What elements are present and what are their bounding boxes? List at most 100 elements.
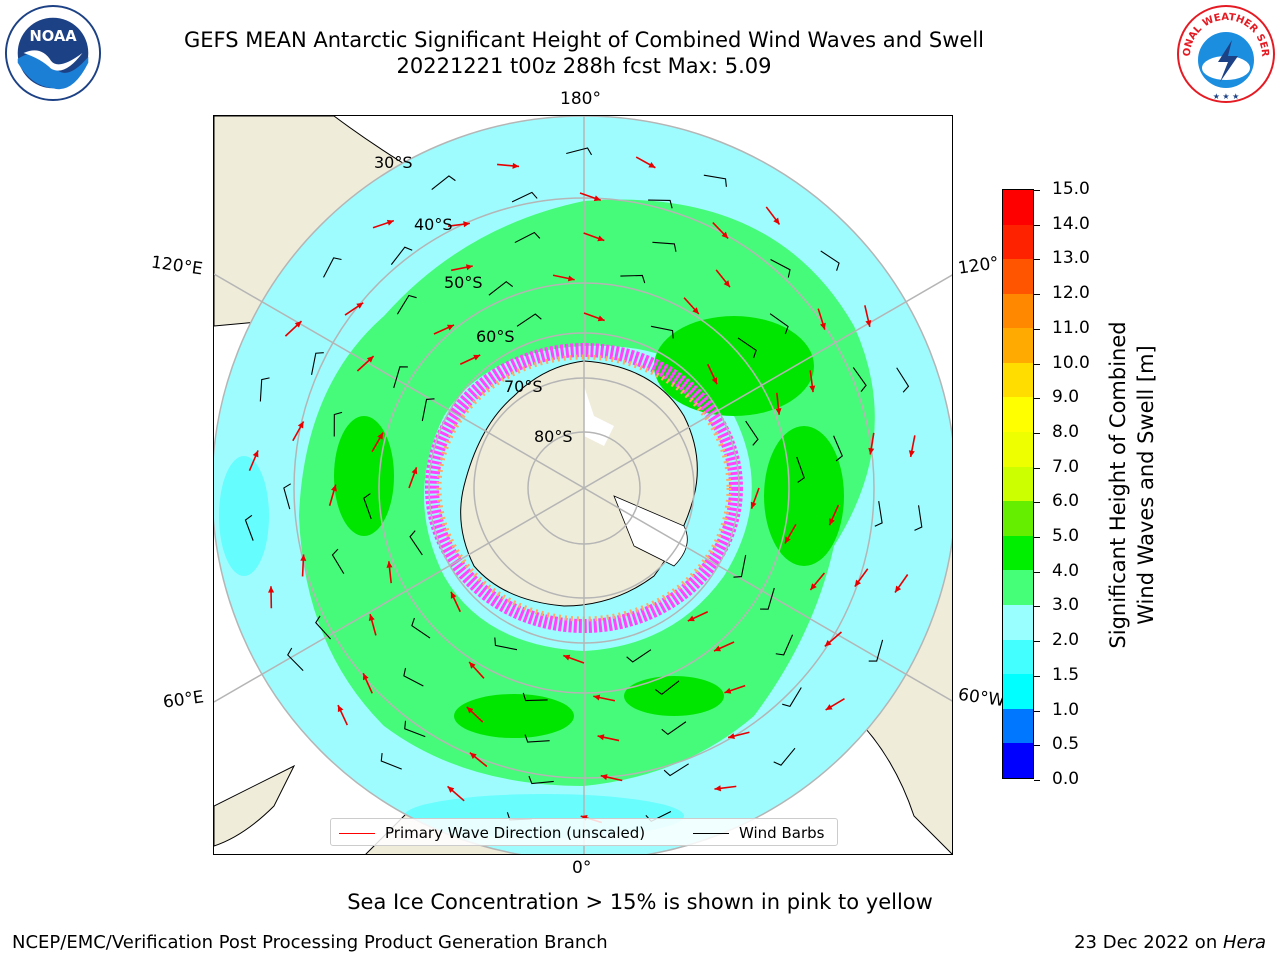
wind-barb bbox=[652, 241, 677, 252]
colorbar bbox=[1002, 189, 1034, 779]
wind-barb bbox=[393, 366, 408, 389]
wind-barb bbox=[896, 367, 910, 393]
wave-arrow-head bbox=[728, 733, 735, 740]
wave-arrow-head bbox=[775, 408, 782, 415]
colorbar-tick-mark bbox=[1034, 363, 1040, 365]
colorbar-tick-label: 12.0 bbox=[1052, 283, 1090, 304]
wave-arrow-head bbox=[865, 319, 872, 327]
colorbar-tick-label: 7.0 bbox=[1052, 456, 1080, 477]
wind-barb bbox=[516, 313, 542, 327]
colorbar-segment bbox=[1003, 432, 1033, 467]
colorbar-tick-mark bbox=[1034, 467, 1040, 469]
colorbar-tick-mark bbox=[1034, 780, 1040, 781]
wind-barb bbox=[620, 274, 646, 284]
colorbar-tick-label: 4.0 bbox=[1052, 560, 1080, 581]
wave-arrow-head bbox=[567, 275, 575, 282]
wind-barb bbox=[514, 231, 541, 244]
lon-label-lower-left: 60°E bbox=[161, 687, 206, 713]
colorbar-segment bbox=[1003, 362, 1033, 398]
wave-arrow-head bbox=[512, 162, 519, 169]
lon-label-upper-right: 120° bbox=[956, 253, 1001, 279]
wind-barb bbox=[494, 637, 518, 651]
lon-label-upper-left: 120°E bbox=[149, 252, 204, 280]
lat-label-70: 70°S bbox=[504, 377, 543, 396]
wave-arrow-head bbox=[824, 639, 832, 647]
wind-barb bbox=[760, 587, 775, 610]
colorbar-tick-mark bbox=[1034, 190, 1040, 191]
wind-barb bbox=[315, 615, 331, 640]
wave-arrow-head bbox=[447, 324, 455, 331]
colorbar-tick-mark bbox=[1034, 606, 1040, 608]
wind-barb bbox=[431, 175, 456, 191]
wind-barb bbox=[833, 435, 843, 462]
wave-arrow-head bbox=[819, 322, 826, 330]
wind-barb bbox=[411, 617, 431, 639]
wind-barb bbox=[566, 147, 593, 156]
colorbar-tick-label: 13.0 bbox=[1052, 248, 1090, 269]
wave-arrow-head bbox=[721, 231, 729, 239]
colorbar-segment bbox=[1003, 605, 1033, 640]
colorbar-tick-mark bbox=[1034, 537, 1040, 539]
colorbar-tick-label: 10.0 bbox=[1052, 352, 1090, 373]
wind-barb bbox=[287, 647, 304, 672]
wind-barb bbox=[528, 775, 554, 785]
wave-arrow-head bbox=[597, 315, 605, 322]
wind-barb bbox=[626, 649, 652, 663]
wave-arrow-head bbox=[711, 377, 718, 385]
wave-arrow-head bbox=[868, 447, 875, 455]
wind-barb bbox=[773, 747, 796, 766]
colorbar-tick-mark bbox=[1034, 328, 1040, 330]
colorbar-tick-mark bbox=[1034, 224, 1040, 226]
legend-item-wind: Wind Barbs bbox=[693, 824, 824, 842]
colorbar-tick-mark bbox=[1034, 398, 1040, 400]
colorbar-tick-label: 5.0 bbox=[1052, 526, 1080, 547]
wind-barb bbox=[868, 639, 884, 662]
lat-label-60: 60°S bbox=[476, 327, 515, 346]
wave-arrow-head bbox=[895, 585, 902, 593]
colorbar-title-line1: Significant Height of Combined bbox=[1106, 321, 1130, 649]
wave-arrow-head bbox=[809, 385, 816, 393]
legend-wind-line bbox=[693, 832, 729, 834]
polar-map: 30°S 40°S 50°S 60°S 70°S 80°S bbox=[214, 116, 952, 854]
wave-arrow-head bbox=[908, 450, 915, 457]
colorbar-segment bbox=[1003, 708, 1033, 744]
legend-wave-label: Primary Wave Direction (unscaled) bbox=[385, 824, 646, 842]
colorbar-segment bbox=[1003, 674, 1033, 709]
wind-barb bbox=[403, 667, 424, 687]
wave-arrow-head bbox=[473, 354, 481, 361]
wind-barb bbox=[311, 352, 324, 375]
colorbar-segment bbox=[1003, 189, 1033, 225]
colorbar-tick-label: 9.0 bbox=[1052, 387, 1080, 408]
wind-barb bbox=[511, 191, 538, 203]
wave-cyan-west bbox=[219, 456, 269, 576]
wind-barb bbox=[396, 294, 417, 315]
wave-max-east bbox=[764, 426, 844, 566]
wind-barb bbox=[421, 398, 435, 422]
wave-arrow-head bbox=[368, 614, 375, 622]
wave-arrow-head bbox=[784, 536, 791, 544]
wind-barb bbox=[380, 753, 402, 770]
colorbar-tick-label: 1.0 bbox=[1052, 699, 1080, 720]
wave-arrow-head bbox=[829, 518, 835, 526]
map-legend: Primary Wave Direction (unscaled) Wind B… bbox=[330, 818, 838, 846]
wave-arrow-head bbox=[297, 421, 304, 429]
wave-arrow-head bbox=[294, 321, 302, 328]
wave-arrow-head bbox=[331, 484, 337, 492]
colorbar-segment bbox=[1003, 535, 1033, 571]
colorbar-tick-mark bbox=[1034, 294, 1040, 296]
noaa-logo: NOAA bbox=[4, 4, 102, 102]
wave-arrow-head bbox=[600, 774, 608, 781]
wind-barb bbox=[333, 411, 343, 437]
wind-barb bbox=[654, 680, 680, 695]
colorbar-tick-label: 3.0 bbox=[1052, 595, 1080, 616]
wave-arrow-head bbox=[724, 687, 732, 694]
colorbar-tick-mark bbox=[1034, 502, 1040, 504]
wind-barb bbox=[244, 514, 254, 541]
colorbar-tick-label: 2.0 bbox=[1052, 630, 1080, 651]
wave-arrow-head bbox=[810, 583, 817, 591]
nws-logo: NATIONAL WEATHER SERVICE ★ ★ ★ bbox=[1176, 4, 1275, 103]
wind-barb bbox=[524, 734, 550, 743]
wind-barb bbox=[404, 720, 426, 738]
colorbar-tick-label: 0.0 bbox=[1052, 769, 1080, 789]
colorbar-title-line2: Wind Waves and Swell [m] bbox=[1134, 345, 1158, 625]
